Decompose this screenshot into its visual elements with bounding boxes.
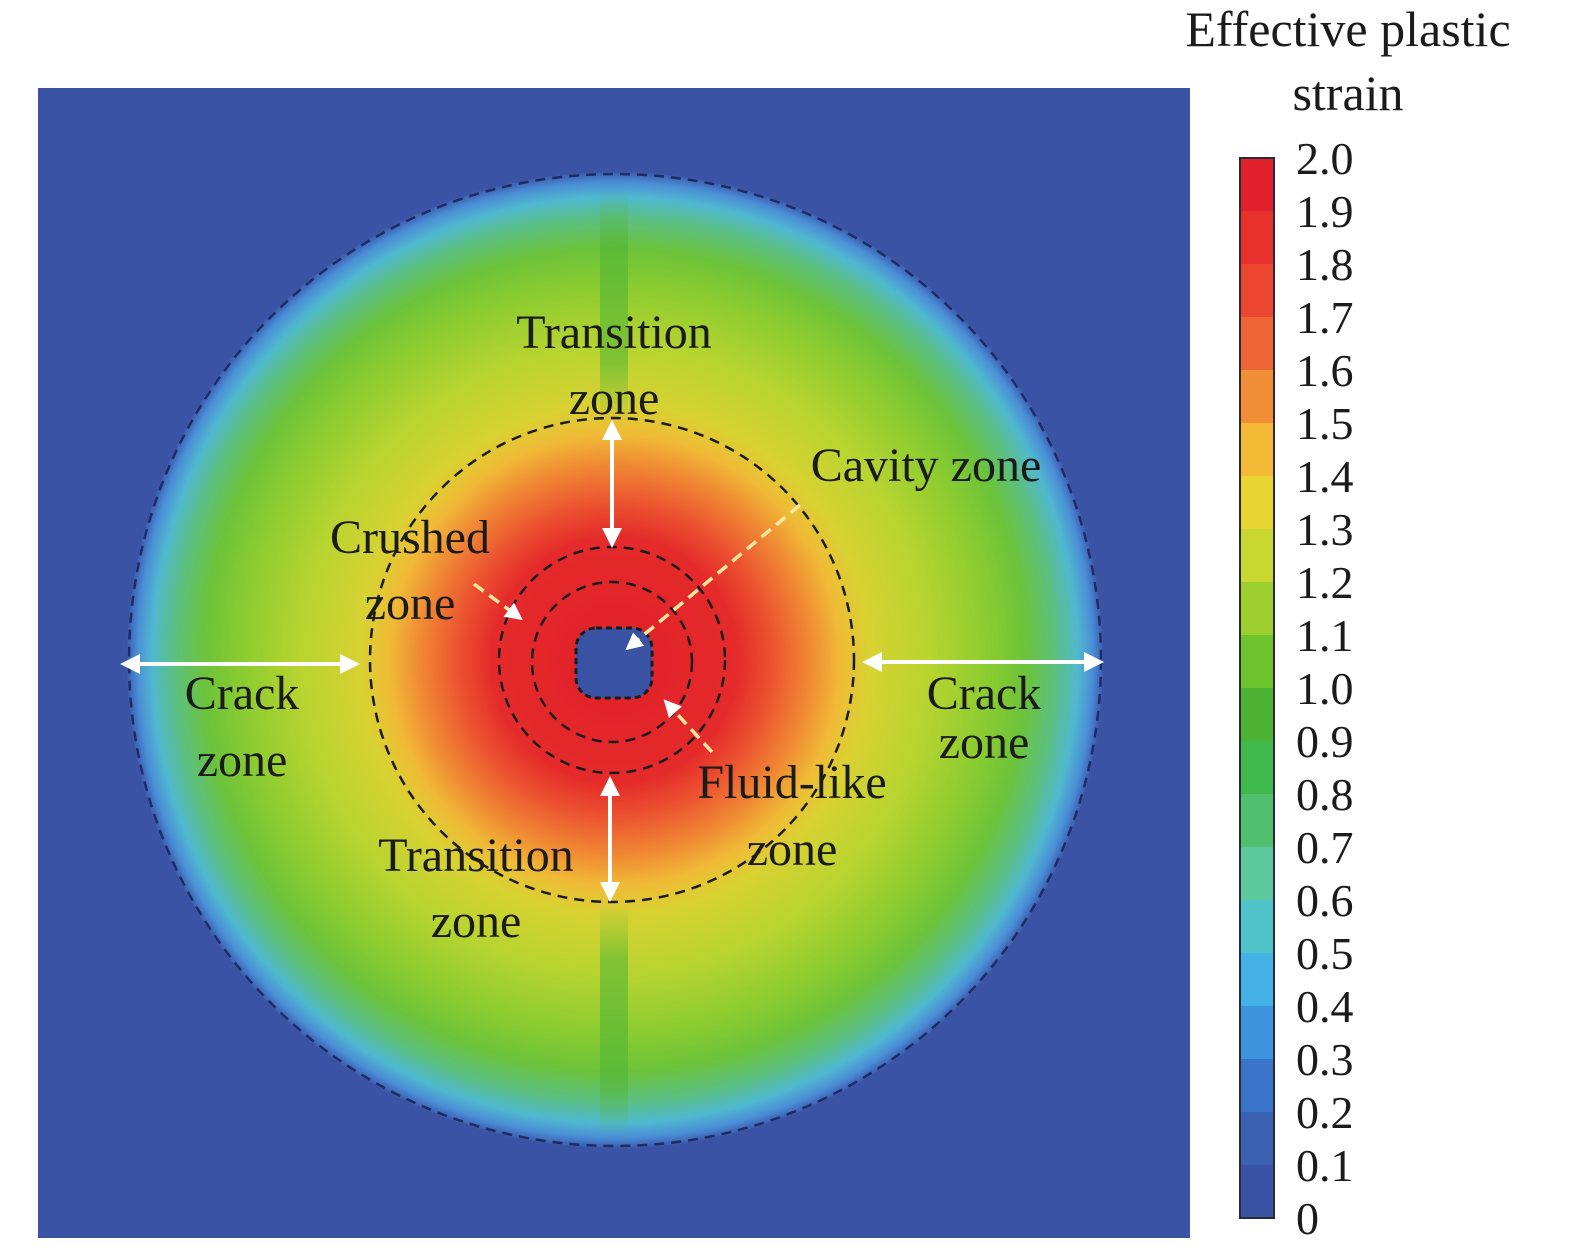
colorbar-tick-label: 0.2 xyxy=(1296,1087,1354,1138)
colorbar-tick-label: 1.7 xyxy=(1296,292,1354,343)
label-transition-top-line1: Transition xyxy=(516,306,712,359)
boundary-transition xyxy=(368,416,856,904)
colorbar-title-line1: Effective plastic xyxy=(1185,1,1510,57)
colorbar-tick-labels: 2.01.91.81.71.61.51.41.31.21.11.00.90.80… xyxy=(1296,133,1354,1244)
colorbar-band xyxy=(1240,423,1274,477)
colorbar-tick-label: 0 xyxy=(1296,1193,1319,1244)
streak-top xyxy=(600,190,628,420)
colorbar-tick-label: 0.3 xyxy=(1296,1034,1354,1085)
label-fluid-line1: Fluid-like xyxy=(697,756,886,809)
colorbar-band xyxy=(1240,582,1274,636)
colorbar-band xyxy=(1240,529,1274,583)
label-transition-bottom-line1: Transition xyxy=(378,829,574,882)
colorbar-tick-label: 0.4 xyxy=(1296,981,1354,1032)
streak-bottom xyxy=(600,905,628,1135)
colorbar-tick-label: 0.7 xyxy=(1296,822,1354,873)
label-crack-right-line2: zone xyxy=(939,716,1030,769)
colorbar-tick-label: 0.1 xyxy=(1296,1140,1354,1191)
colorbar-tick-label: 0.8 xyxy=(1296,769,1354,820)
colorbar-tick-label: 1.9 xyxy=(1296,186,1354,237)
colorbar-band xyxy=(1240,953,1274,1007)
colorbar-tick-label: 1.1 xyxy=(1296,610,1354,661)
zone-extent-arrows xyxy=(120,420,1104,902)
colorbar-band xyxy=(1240,158,1274,212)
colorbar-band xyxy=(1240,1112,1274,1166)
label-crushed-line2: zone xyxy=(365,577,456,630)
colorbar-band xyxy=(1240,741,1274,795)
pointer-fluid xyxy=(663,699,714,754)
colorbar-band xyxy=(1240,794,1274,848)
label-crack-left-line1: Crack xyxy=(185,667,300,720)
colorbar-band xyxy=(1240,264,1274,318)
colorbar-band xyxy=(1240,1059,1274,1113)
pointer-arrows xyxy=(472,503,802,754)
label-fluid-line2: zone xyxy=(747,823,838,876)
label-cavity-zone: Cavity zone xyxy=(811,439,1042,492)
colorbar-band xyxy=(1240,1006,1274,1060)
colorbar-band xyxy=(1240,1165,1274,1219)
colorbar-tick-label: 0.6 xyxy=(1296,875,1354,926)
colorbar-title-line2: strain xyxy=(1292,65,1403,121)
colorbar-band xyxy=(1240,476,1274,530)
label-crack-right-line1: Crack xyxy=(927,667,1042,720)
pointer-crushed xyxy=(472,582,523,621)
colorbar-tick-label: 1.4 xyxy=(1296,451,1354,502)
label-crushed-line1: Crushed xyxy=(330,511,490,564)
label-transition-top-line2: zone xyxy=(569,372,660,425)
label-crack-left-line2: zone xyxy=(197,734,288,787)
boundary-fluid xyxy=(530,580,694,744)
colorbar-bands xyxy=(1240,158,1274,1219)
colorbar-tick-label: 1.8 xyxy=(1296,239,1354,290)
zone-labels: Transition zone Cavity zone Crushed zone… xyxy=(185,306,1042,948)
colorbar-tick-label: 2.0 xyxy=(1296,133,1354,184)
colorbar-band xyxy=(1240,688,1274,742)
colorbar-tick-label: 0.5 xyxy=(1296,928,1354,979)
colorbar-tick-label: 1.2 xyxy=(1296,557,1354,608)
colorbar-band xyxy=(1240,900,1274,954)
colorbar-band xyxy=(1240,635,1274,689)
colorbar-tick-label: 1.0 xyxy=(1296,663,1354,714)
label-transition-bottom-line2: zone xyxy=(431,895,522,948)
colorbar-band xyxy=(1240,847,1274,901)
colorbar-frame xyxy=(1239,157,1275,1219)
colorbar-band xyxy=(1240,211,1274,265)
colorbar-tick-label: 0.9 xyxy=(1296,716,1354,767)
colorbar-tick-label: 1.6 xyxy=(1296,345,1354,396)
colorbar-band xyxy=(1240,370,1274,424)
central-cavity xyxy=(574,626,654,700)
colorbar-tick-label: 1.5 xyxy=(1296,398,1354,449)
colorbar-tick-label: 1.3 xyxy=(1296,504,1354,555)
colorbar-band xyxy=(1240,317,1274,371)
colorbar: Effective plastic strain 2.01.91.81.71.6… xyxy=(1185,1,1510,1244)
